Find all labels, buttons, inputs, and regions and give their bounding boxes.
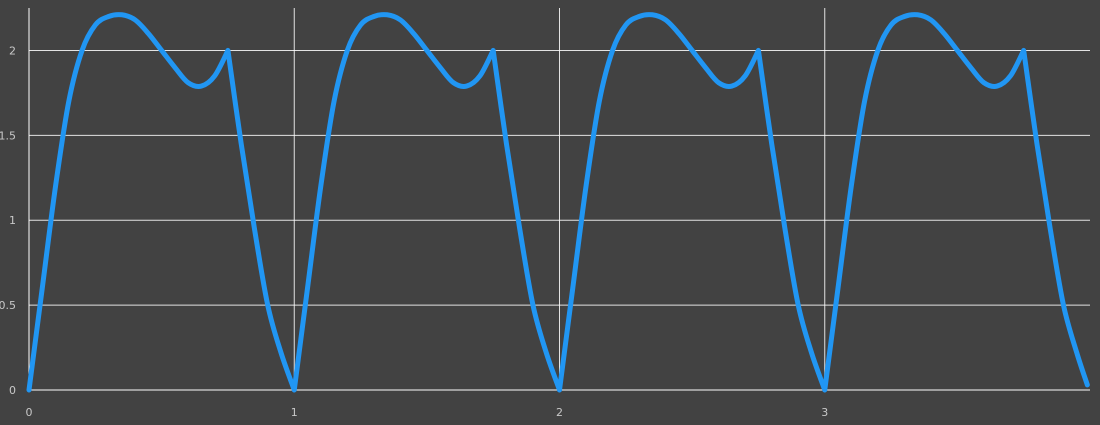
series-line <box>26 12 1090 393</box>
x-tick-label: 3 <box>821 406 828 419</box>
y-tick-label: 1 <box>9 214 16 227</box>
x-tick-label: 0 <box>26 406 33 419</box>
x-tick-label: 1 <box>291 406 298 419</box>
y-tick-label: 2 <box>9 44 16 57</box>
y-tick-label: 0 <box>9 384 16 397</box>
series <box>26 12 1090 393</box>
y-tick-label: 1.5 <box>0 129 16 142</box>
y-tick-label: 0.5 <box>0 299 16 312</box>
x-tick-label: 2 <box>556 406 563 419</box>
grid <box>29 8 1090 390</box>
tick-labels: 0 0.5 1 1.5 2 0 1 2 3 <box>0 44 828 419</box>
